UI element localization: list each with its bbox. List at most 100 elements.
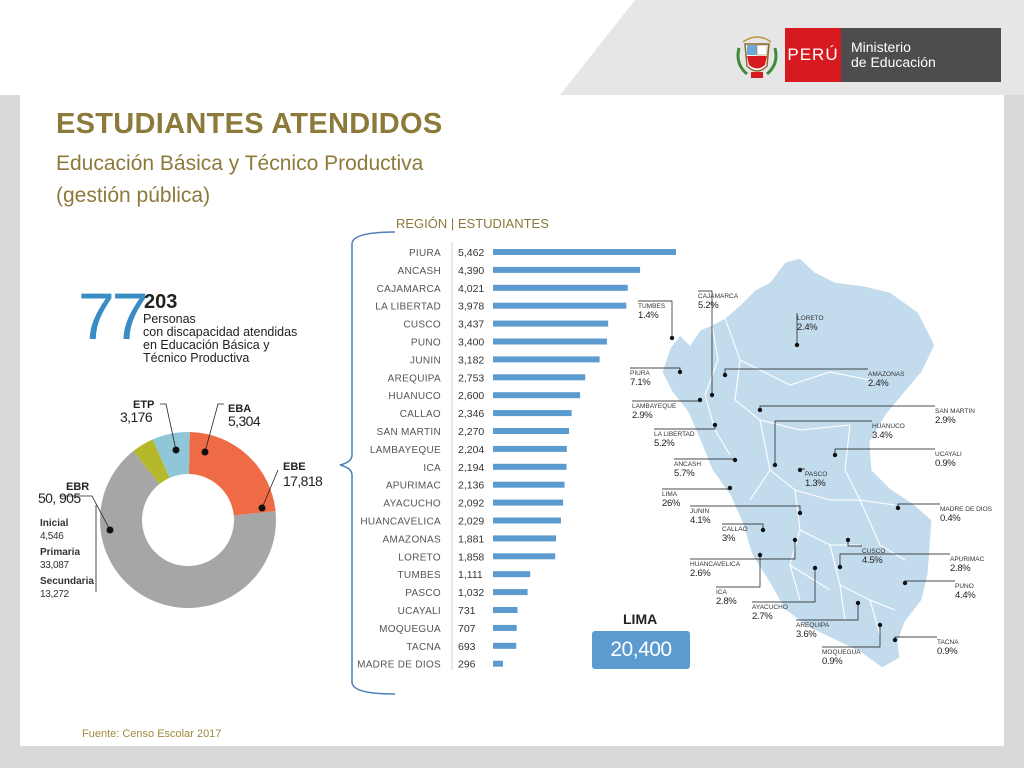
bar-value-label: 1,111 <box>458 569 483 581</box>
map-callout-dot <box>877 622 883 628</box>
bar-category-label: LA LIBERTAD <box>375 302 441 313</box>
map-region-name: MOQUEGUA <box>822 649 861 656</box>
country-label: PERÚ <box>785 28 841 82</box>
map-region-percent: 5.2% <box>654 438 675 449</box>
region-border <box>739 359 871 386</box>
donut-callout-dot <box>172 446 180 454</box>
region-border <box>734 399 851 431</box>
map-callout-line <box>822 625 881 648</box>
map-callout-dot <box>697 397 703 403</box>
bar-chart-bracket <box>339 231 396 695</box>
map-callout-dot <box>797 467 803 473</box>
map-callout-dot <box>892 637 898 643</box>
map-callout-dot <box>709 392 715 398</box>
map-callout-line <box>662 488 731 490</box>
donut-callout-line <box>204 403 224 453</box>
map-callout-line <box>752 568 816 603</box>
region-border <box>704 394 731 456</box>
map-callout-dot <box>757 552 763 558</box>
bar-category-label: TUMBES <box>398 570 441 581</box>
donut-slice-name: EBR <box>66 481 89 493</box>
bar-category-label: ANCASH <box>398 266 441 277</box>
lima-label: LIMA <box>623 611 658 627</box>
map-callout-dot <box>902 580 908 586</box>
bar-value-label: 3,182 <box>458 354 484 366</box>
map-region-name: CALLAO <box>722 526 748 533</box>
ebr-breakdown-value: 4,546 <box>40 531 64 542</box>
region-border <box>789 564 831 591</box>
donut-slice-value: 5,304 <box>228 413 261 429</box>
map-callout-line <box>839 553 950 567</box>
map-callout-dot <box>832 452 838 458</box>
bar-category-label: MOQUEGUA <box>379 624 441 635</box>
map-region-percent: 26% <box>662 498 681 509</box>
region-border <box>839 584 846 621</box>
map-region-percent: 2.8% <box>950 563 971 574</box>
bar <box>493 660 503 667</box>
bar-category-label: SAN MARTIN <box>377 427 442 438</box>
map-callout-dot <box>837 564 843 570</box>
page-title: ESTUDIANTES ATENDIDOS <box>56 108 443 140</box>
bar-category-label: CAJAMARCA <box>377 284 441 295</box>
map-callout-dot <box>845 537 851 543</box>
peru-map-shape <box>661 257 936 669</box>
bar <box>493 571 531 578</box>
bar <box>493 302 627 309</box>
bar <box>493 589 528 596</box>
map-callout-dot <box>797 510 803 516</box>
map-region-name: PASCO <box>805 471 827 478</box>
bar-category-label: PUNO <box>411 338 441 349</box>
map-callout-dot <box>772 462 778 468</box>
map-region-percent: 1.4% <box>638 310 659 321</box>
donut-slice-value: 17,818 <box>283 473 323 489</box>
bar-value-label: 3,437 <box>458 319 484 331</box>
summary-number-thousands: 77 <box>78 279 148 353</box>
map-region-percent: 0.9% <box>937 646 958 657</box>
bar <box>493 374 586 381</box>
map-region-percent: 7.1% <box>630 377 651 388</box>
map-callout-dot <box>812 565 818 571</box>
ebr-breakdown-value: 33,087 <box>40 560 70 571</box>
bar-value-label: 5,462 <box>458 247 484 259</box>
map-region-name: SAN MARTIN <box>935 408 975 415</box>
bar-category-label: CALLAO <box>400 409 441 420</box>
map-callout-line <box>796 603 859 621</box>
bar <box>493 266 641 273</box>
bar <box>493 553 556 560</box>
map-callout-dot <box>794 342 800 348</box>
bar-value-label: 2,346 <box>458 408 484 420</box>
bar-category-label: PASCO <box>405 588 441 599</box>
bar <box>493 338 607 345</box>
map-region-percent: 5.2% <box>698 300 719 311</box>
map-region-name: TUMBES <box>638 303 666 310</box>
bar-category-label: LAMBAYEQUE <box>370 445 441 456</box>
peru-crest-icon <box>736 36 778 78</box>
map-callout-line <box>698 290 713 395</box>
bar-category-label: CUSCO <box>403 320 441 331</box>
bar-value-label: 1,032 <box>458 587 484 599</box>
map-callout-line <box>716 555 761 588</box>
bar <box>493 481 565 488</box>
bar <box>493 445 567 452</box>
ministry-line-2: de Educación <box>851 54 936 70</box>
map-region-name: LIMA <box>662 491 678 498</box>
bar <box>493 320 609 327</box>
map-region-percent: 3.4% <box>872 430 893 441</box>
map-region-name: PIURA <box>630 370 651 377</box>
map-callout-dot <box>727 485 733 491</box>
donut-callout-dot <box>106 526 114 534</box>
ebr-breakdown-name: Primaria <box>40 547 80 558</box>
map-callout-dot <box>855 600 861 606</box>
bar-value-label: 2,600 <box>458 390 484 402</box>
map-callout-dot <box>669 335 675 341</box>
bar <box>493 642 517 649</box>
map-callout-line <box>894 636 937 640</box>
region-border <box>704 324 719 396</box>
bar-value-label: 296 <box>458 659 476 671</box>
map-region-percent: 2.4% <box>797 322 818 333</box>
map-region-name: JUNIN <box>690 508 709 515</box>
ebr-breakdown-name: Secundaria <box>40 576 94 587</box>
map-region-name: PUNO <box>955 583 974 590</box>
